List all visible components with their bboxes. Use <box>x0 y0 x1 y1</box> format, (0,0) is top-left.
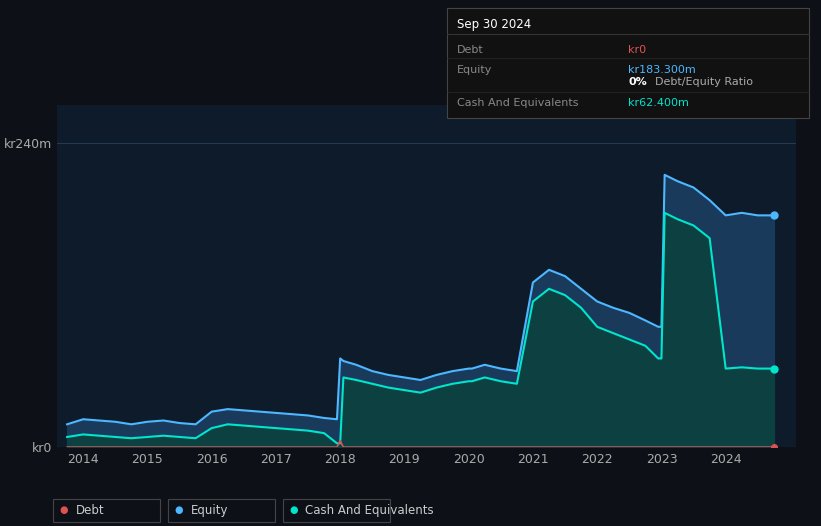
Text: ●: ● <box>175 505 183 515</box>
Text: Sep 30 2024: Sep 30 2024 <box>457 18 531 31</box>
Text: Debt: Debt <box>76 504 104 517</box>
Text: Debt: Debt <box>457 45 484 55</box>
Text: ●: ● <box>60 505 68 515</box>
Text: Cash And Equivalents: Cash And Equivalents <box>457 98 579 108</box>
Text: ●: ● <box>290 505 298 515</box>
Text: kr183.300m: kr183.300m <box>628 65 696 75</box>
Text: Debt/Equity Ratio: Debt/Equity Ratio <box>655 77 753 87</box>
Text: kr0: kr0 <box>628 45 646 55</box>
Text: Cash And Equivalents: Cash And Equivalents <box>305 504 434 517</box>
Text: Equity: Equity <box>457 65 493 75</box>
Text: kr62.400m: kr62.400m <box>628 98 689 108</box>
Text: 0%: 0% <box>628 77 647 87</box>
Text: Equity: Equity <box>190 504 228 517</box>
